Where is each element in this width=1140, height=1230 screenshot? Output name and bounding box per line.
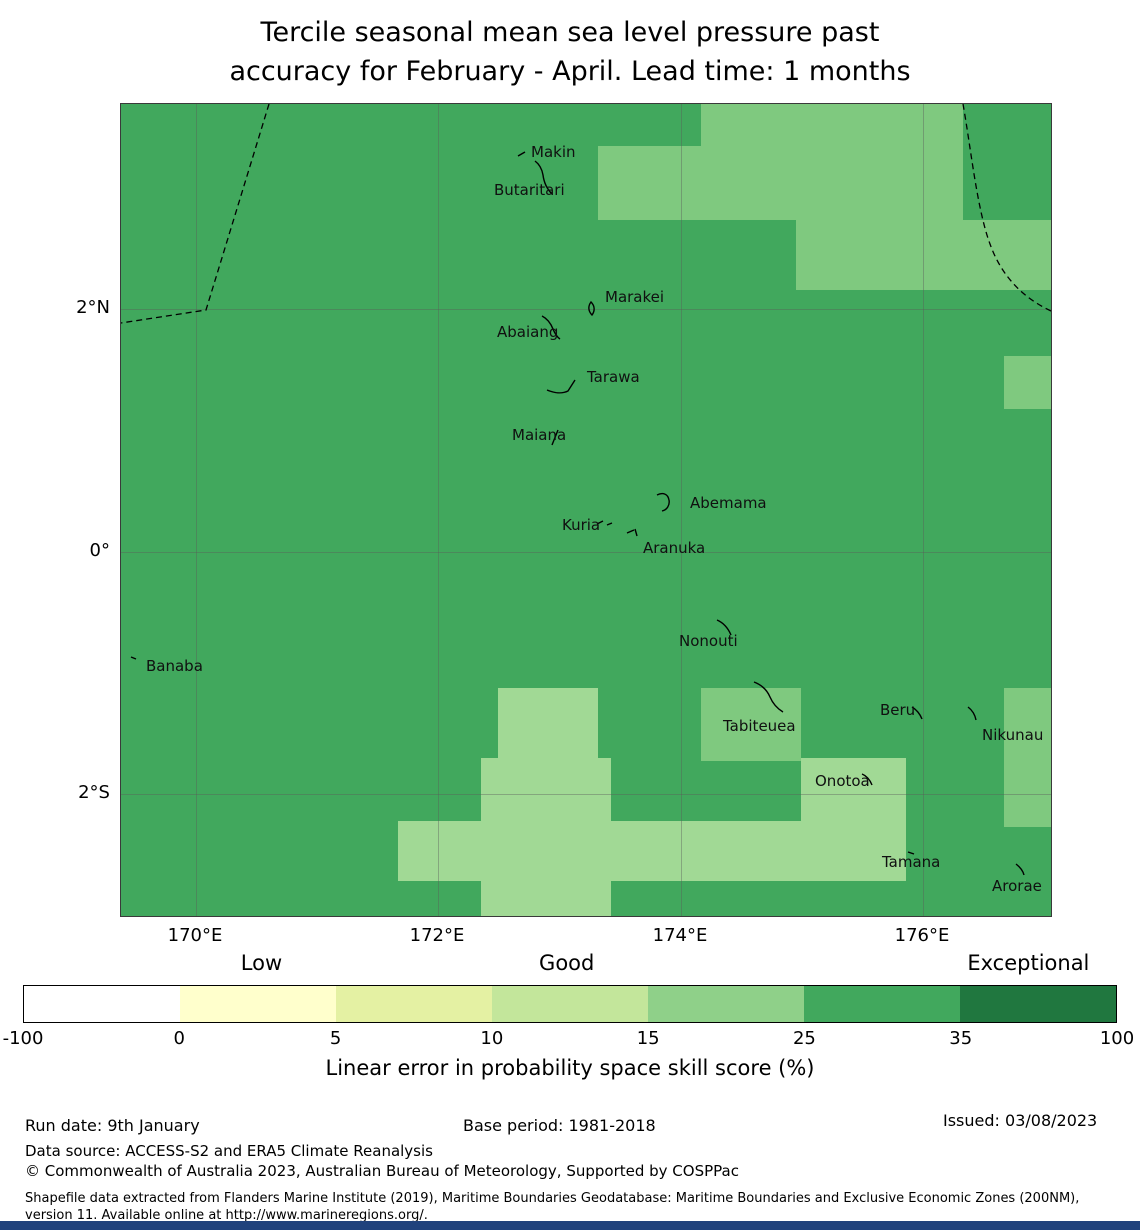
island-label: Aranuka [643, 539, 706, 557]
island-shape [911, 706, 923, 720]
map-overlay [121, 104, 1051, 876]
skill-region-patch [701, 104, 963, 220]
island-label: Kuria [562, 516, 601, 534]
latitude-gridline [121, 309, 1051, 310]
longitude-gridline [681, 104, 682, 916]
colorbar-tick-label: -100 [2, 1028, 44, 1049]
skill-quality-label: Good [539, 951, 595, 975]
eez-boundary-line [121, 104, 270, 324]
skill-region-patch [498, 688, 598, 761]
longitude-gridline [438, 104, 439, 916]
island-label: Tarawa [587, 368, 640, 386]
colorbar-segment [648, 986, 804, 1022]
island-label: Marakei [605, 288, 665, 306]
run-date-text: Run date: 9th January [25, 1116, 200, 1135]
island-label: Nikunau [982, 726, 1044, 744]
eez-boundary-line [962, 104, 1051, 312]
skill-map: Makin Butaritari Marakei Abaiang Tarawa Maian… [120, 103, 1052, 917]
skill-region-patch [598, 146, 701, 220]
island-shape [656, 492, 670, 512]
longitude-gridline [923, 104, 924, 916]
island-shape [551, 429, 559, 446]
skill-region-patch [1004, 356, 1051, 409]
latitude-gridline [121, 794, 1051, 795]
shapefile-note-text: Shapefile data extracted from Flanders M… [25, 1191, 1080, 1223]
island-shape [861, 773, 873, 786]
page-title: Tercile seasonal mean sea level pressure… [0, 13, 1140, 91]
colorbar-tick-label: 5 [329, 1028, 342, 1049]
island-shape [967, 706, 977, 721]
island-label: Nonouti [679, 632, 738, 650]
colorbar-tick-label: 100 [1099, 1028, 1135, 1049]
island-shape [907, 851, 915, 855]
island-shape [130, 656, 137, 660]
colorbar [23, 985, 1117, 1023]
island-label: Tabiteuea [723, 717, 796, 735]
island-label: Abemama [690, 494, 767, 512]
base-period-text: Base period: 1981-2018 [463, 1116, 656, 1135]
colorbar-ticks: -100 0 5 10 15 25 35 100 [3, 1028, 1135, 1052]
island-shape [546, 379, 576, 394]
island-label: Tamana [882, 853, 941, 871]
skill-quality-label: Exceptional [967, 951, 1090, 975]
skill-region-patch [398, 821, 906, 881]
colorbar-segment [960, 986, 1116, 1022]
island-label: Banaba [146, 657, 203, 675]
island-shape [753, 681, 784, 713]
colorbar-tick-label: 0 [173, 1028, 186, 1049]
island-shape [517, 151, 526, 157]
island-shape [541, 315, 561, 340]
skill-region-patch [1004, 688, 1051, 827]
island-label: Maiana [512, 426, 567, 444]
island-shape [716, 619, 732, 636]
footer-accent-bar [0, 1221, 1140, 1230]
x-axis-tick-label: 174°E [652, 925, 708, 946]
issued-date-text: Issued: 03/08/2023 [943, 1111, 1098, 1130]
y-axis-tick-label: 2°N [76, 297, 110, 318]
colorbar-tick-label: 35 [949, 1028, 973, 1049]
copyright-text: © Commonwealth of Australia 2023, Austra… [25, 1162, 739, 1180]
skill-region-patch [701, 688, 801, 761]
data-source-text: Data source: ACCESS-S2 and ERA5 Climate … [25, 1142, 433, 1160]
island-label: Onotoa [815, 772, 870, 790]
colorbar-title: Linear error in probability space skill … [325, 1056, 815, 1080]
longitude-gridline [196, 104, 197, 916]
skill-quality-label: Low [240, 951, 283, 975]
colorbar-segment [336, 986, 492, 1022]
colorbar-tick-label: 10 [480, 1028, 504, 1049]
colorbar-quality-labels: Low Good Exceptional [23, 951, 1117, 981]
island-label: Butaritari [494, 181, 565, 199]
colorbar-tick-label: 15 [636, 1028, 660, 1049]
skill-region-patch [801, 758, 906, 821]
x-axis-tick-label: 172°E [409, 925, 465, 946]
y-axis-tick-label: 0° [89, 540, 110, 561]
colorbar-segment [492, 986, 648, 1022]
island-shape [588, 300, 595, 317]
colorbar-segment [24, 986, 180, 1022]
island-label: Beru [880, 701, 916, 719]
island-shape [626, 528, 638, 537]
island-shape [534, 160, 553, 195]
title-line-1: Tercile seasonal mean sea level pressure… [260, 17, 880, 48]
island-label: Makin [531, 143, 576, 161]
colorbar-segment [180, 986, 336, 1022]
latitude-gridline [121, 552, 1051, 553]
island-label: Arorae [992, 877, 1042, 895]
island-shape [596, 520, 613, 526]
colorbar-segment [804, 986, 960, 1022]
island-label: Abaiang [497, 323, 559, 341]
island-shape [1015, 863, 1025, 876]
title-line-2: accuracy for February - April. Lead time… [229, 56, 911, 87]
colorbar-tick-label: 25 [792, 1028, 816, 1049]
y-axis-tick-label: 2°S [78, 782, 110, 803]
x-axis-tick-label: 170°E [167, 925, 223, 946]
x-axis-tick-label: 176°E [894, 925, 950, 946]
